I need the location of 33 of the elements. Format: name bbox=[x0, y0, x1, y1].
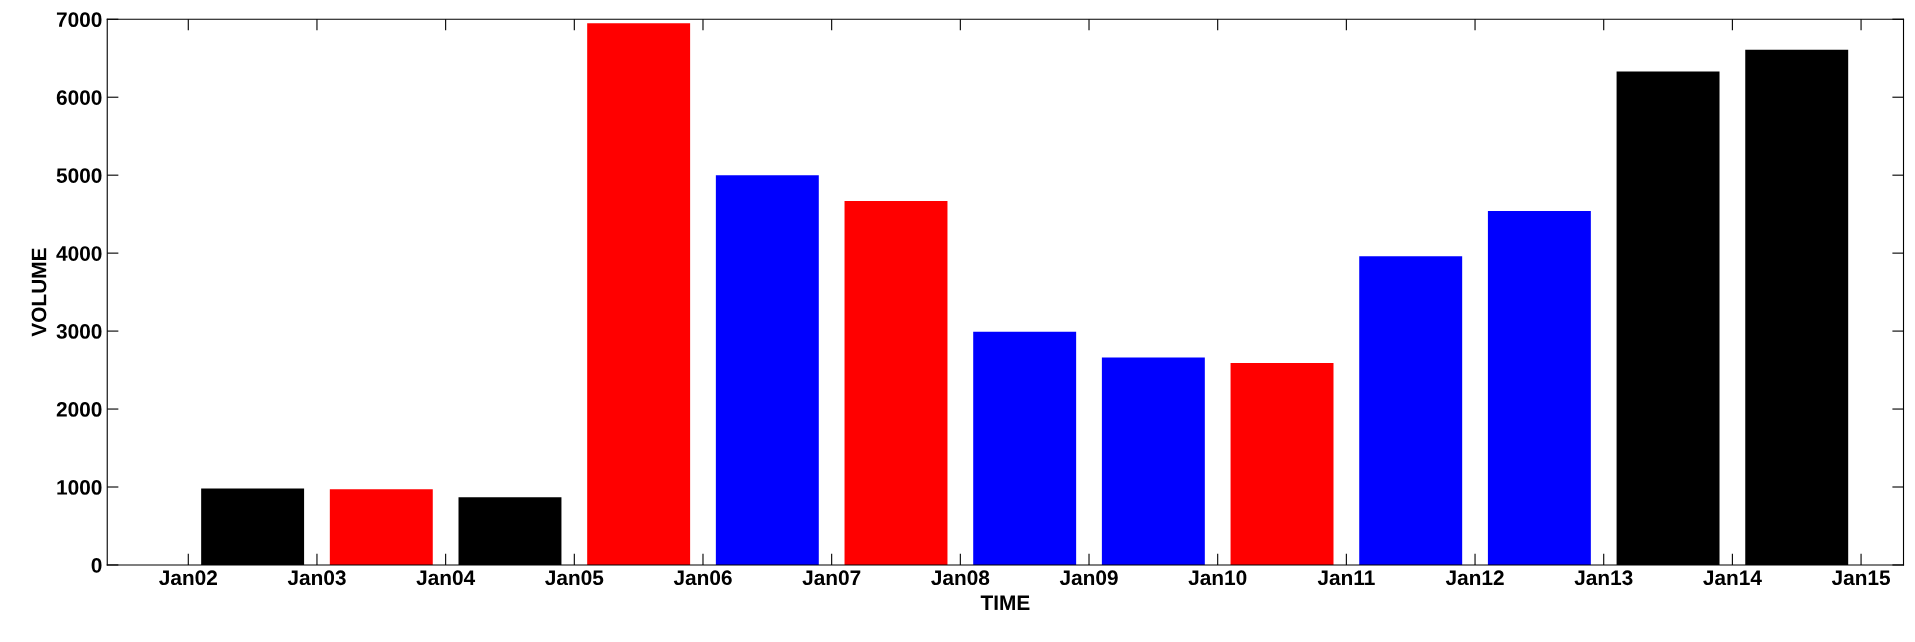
x-tick-label: Jan05 bbox=[545, 570, 604, 586]
x-tick-label: Jan10 bbox=[1188, 570, 1247, 586]
x-tick-label: Jan12 bbox=[1445, 570, 1504, 586]
bar bbox=[844, 200, 948, 565]
bar bbox=[1359, 256, 1463, 565]
bar bbox=[973, 331, 1077, 565]
x-tick-label: Jan11 bbox=[1317, 570, 1375, 586]
bar bbox=[1230, 363, 1334, 565]
bar bbox=[329, 489, 433, 565]
bar bbox=[587, 23, 691, 565]
y-tick-label: 1000 bbox=[57, 480, 102, 495]
x-tick-label: Jan08 bbox=[931, 570, 990, 586]
y-tick-label: 5000 bbox=[56, 168, 102, 183]
x-axis-title: TIME bbox=[980, 595, 1030, 610]
x-tick-label: Jan07 bbox=[802, 570, 861, 586]
x-tick-label: Jan14 bbox=[1703, 570, 1762, 586]
y-axis-title: VOLUME bbox=[31, 248, 47, 337]
x-tick-label: Jan06 bbox=[673, 570, 732, 586]
y-tick-label: 4000 bbox=[56, 246, 102, 261]
bar bbox=[715, 175, 819, 565]
bar bbox=[1487, 211, 1591, 565]
x-tick-label: Jan15 bbox=[1831, 570, 1891, 586]
y-tick-label: 6000 bbox=[56, 90, 102, 105]
bar bbox=[1101, 357, 1205, 565]
x-tick-label: Jan02 bbox=[159, 570, 217, 586]
x-tick-label: Jan13 bbox=[1574, 570, 1633, 586]
y-tick-label: 7000 bbox=[56, 12, 102, 28]
y-tick-label: 2000 bbox=[56, 402, 102, 417]
x-tick-label: Jan09 bbox=[1059, 570, 1118, 586]
y-tick-label: 3000 bbox=[56, 324, 102, 339]
x-tick-label: Jan04 bbox=[416, 570, 476, 586]
x-tick-label: Jan03 bbox=[287, 570, 346, 586]
y-tick-label: 0 bbox=[91, 557, 102, 573]
